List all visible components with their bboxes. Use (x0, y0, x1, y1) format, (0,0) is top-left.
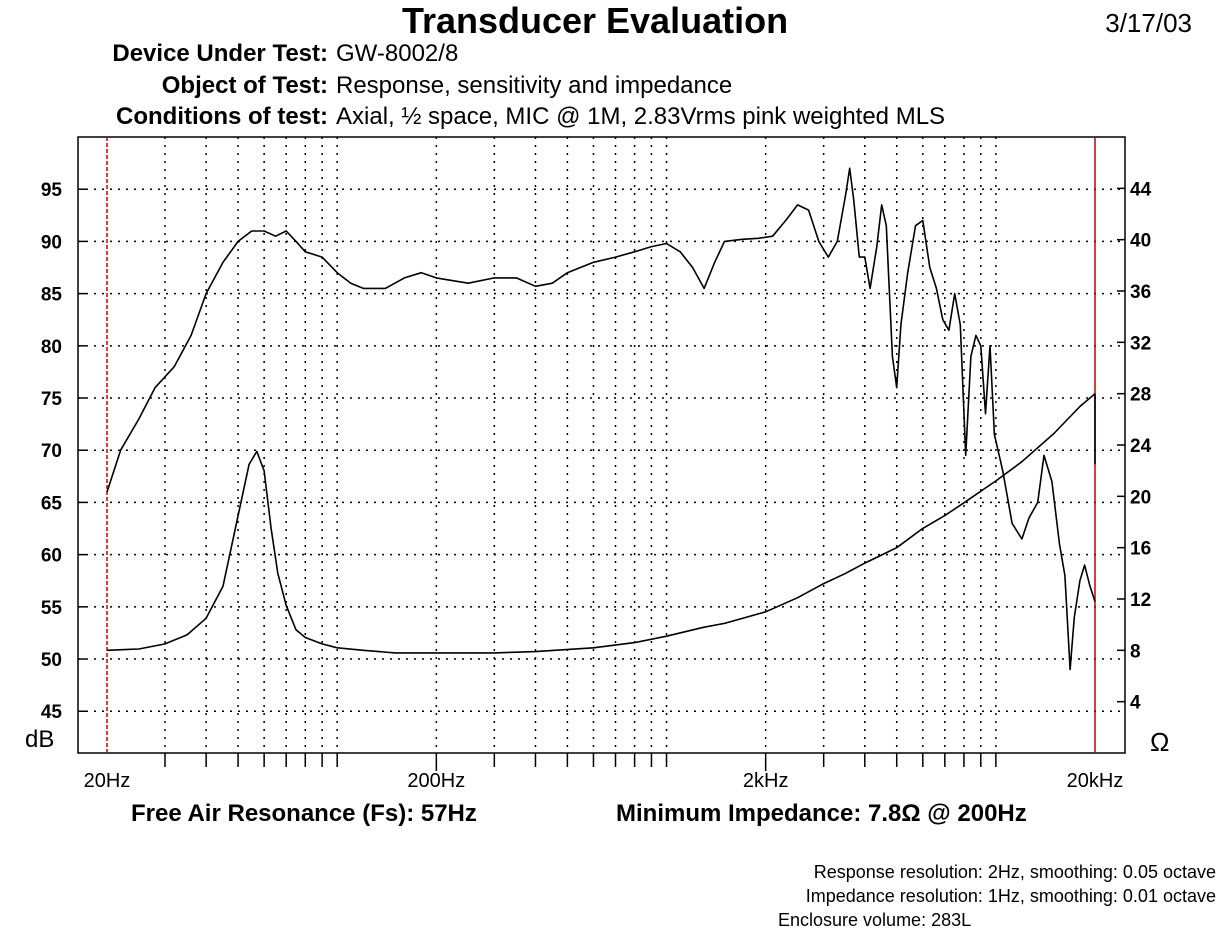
test-date: 3/17/03 (1105, 8, 1192, 38)
y-tick-label-right: 28 (1130, 385, 1151, 406)
x-tick-label: 2kHz (743, 770, 789, 792)
x-tick-label: 20Hz (84, 770, 131, 792)
conditions-label: Conditions of test: (116, 103, 328, 130)
y-tick-label-right: 24 (1130, 436, 1152, 457)
enclosure-volume-note: Enclosure volume: 283L (778, 910, 972, 930)
response-resolution-note: Response resolution: 2Hz, smoothing: 0.0… (813, 862, 1216, 882)
y-tick-label-left: 65 (41, 493, 63, 514)
y-tick-label-right: 16 (1130, 539, 1151, 560)
y-axis-label-right: Ω (1150, 727, 1169, 757)
y-axis-label-left: dB (25, 726, 54, 753)
y-tick-label-left: 95 (41, 180, 63, 201)
y-tick-label-left: 50 (41, 650, 62, 671)
impedance-resolution-note: Impedance resolution: 1Hz, smoothing: 0.… (805, 886, 1216, 906)
y-tick-label-right: 40 (1130, 231, 1151, 252)
y-tick-label-right: 36 (1130, 282, 1151, 303)
spl-response-line (106, 167, 1096, 671)
y-tick-label-right: 4 (1130, 693, 1141, 714)
object-value: Response, sensitivity and impedance (336, 72, 733, 99)
y-tick-label-left: 85 (41, 285, 63, 306)
y-tick-label-right: 20 (1130, 487, 1151, 508)
device-value: GW-8002/8 (336, 40, 459, 67)
free-air-resonance: Free Air Resonance (Fs): 57Hz (131, 800, 477, 827)
x-tick-label: 20kHz (1067, 770, 1124, 792)
object-label: Object of Test: (161, 72, 328, 99)
plot-frame (77, 136, 1126, 754)
page-title: Transducer Evaluation (401, 0, 789, 41)
y-tick-label-left: 70 (41, 441, 62, 462)
y-tick-label-right: 12 (1130, 590, 1151, 611)
y-tick-label-left: 60 (41, 546, 62, 567)
y-tick-label-left: 45 (41, 702, 63, 723)
y-tick-label-left: 55 (41, 598, 63, 619)
y-tick-label-left: 75 (41, 389, 63, 410)
minimum-impedance: Minimum Impedance: 7.8Ω @ 200Hz (616, 800, 1027, 827)
x-tick-label: 200Hz (407, 770, 465, 792)
y-tick-label-right: 8 (1130, 641, 1141, 662)
y-tick-label-left: 80 (41, 337, 62, 358)
y-tick-label-right: 44 (1130, 179, 1152, 200)
impedance-line (106, 393, 1096, 654)
y-tick-label-right: 32 (1130, 333, 1151, 354)
y-tick-label-left: 90 (41, 232, 62, 253)
conditions-value: Axial, ½ space, MIC @ 1M, 2.83Vrms pink … (336, 103, 946, 130)
device-label: Device Under Test: (112, 40, 328, 67)
